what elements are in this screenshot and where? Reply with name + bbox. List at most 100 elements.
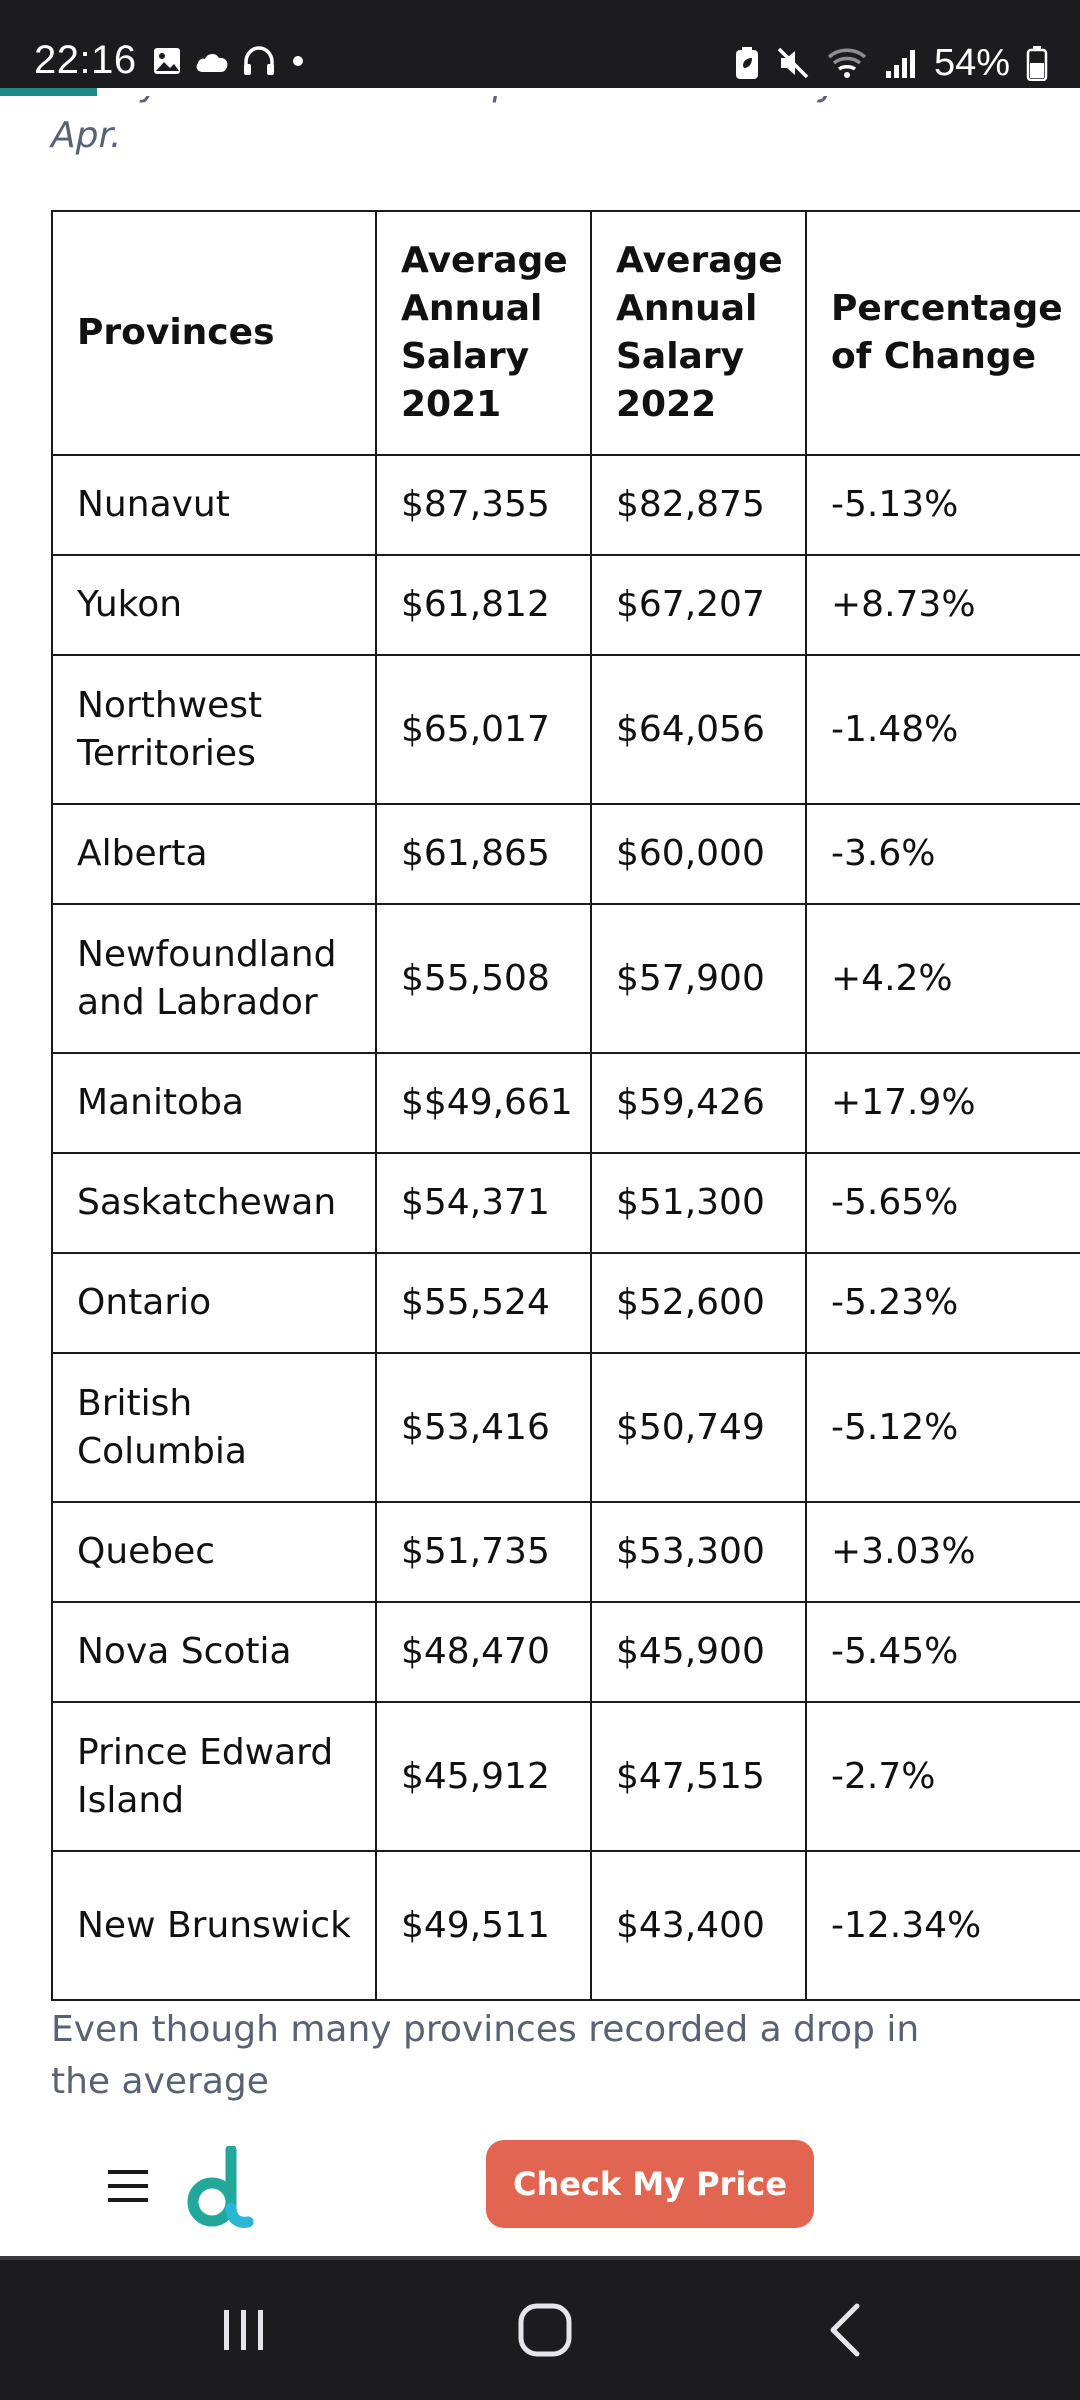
reading-progress-bar: [0, 88, 97, 96]
intro-paragraph: Kindly note the covered period for 2022 …: [51, 96, 908, 156]
signal-icon: [885, 50, 915, 78]
check-my-price-button[interactable]: Check My Price: [486, 2140, 814, 2228]
province-cell: New Brunswick: [51, 1850, 377, 2001]
change-cell: -5.45%: [805, 1601, 1080, 1703]
salary-2022-cell: $64,056: [590, 654, 807, 805]
cloud-icon: [196, 53, 228, 72]
gallery-icon: [154, 48, 180, 74]
change-cell: -5.65%: [805, 1152, 1080, 1254]
salary-2021-cell: $48,470: [375, 1601, 592, 1703]
hamburger-menu-icon[interactable]: [106, 2164, 150, 2208]
province-cell: Nunavut: [51, 454, 377, 556]
status-time: 22:16: [34, 38, 137, 82]
salary-2021-cell: $45,912: [375, 1701, 592, 1852]
header-salary-2022: Average Annual Salary 2022: [590, 210, 807, 456]
change-cell: +3.03%: [805, 1501, 1080, 1603]
salary-2022-cell: $57,900: [590, 903, 807, 1054]
system-navigation-bar: [0, 2256, 1080, 2400]
status-bar: 22:16: [0, 0, 1080, 88]
table-row: Nunavut $87,355 $82,875 -5.13%: [51, 454, 1080, 556]
headphones-icon: [244, 46, 274, 75]
table-row: Newfoundland and Labrador $55,508 $57,90…: [51, 903, 1080, 1054]
table-row: Ontario $55,524 $52,600 -5.23%: [51, 1252, 1080, 1354]
salary-2022-cell: $50,749: [590, 1352, 807, 1503]
salary-2022-cell: $60,000: [590, 803, 807, 905]
article-content: Kindly note the covered period for 2022 …: [0, 96, 1080, 2116]
province-cell: Saskatchewan: [51, 1152, 377, 1254]
mute-icon: [777, 47, 809, 79]
salary-2021-cell: $51,735: [375, 1501, 592, 1603]
table-row: Prince Edward Island $45,912 $47,515 -2.…: [51, 1701, 1080, 1852]
province-cell: Ontario: [51, 1252, 377, 1354]
salary-2022-cell: $51,300: [590, 1152, 807, 1254]
table-row: British Columbia $53,416 $50,749 -5.12%: [51, 1352, 1080, 1503]
salary-2022-cell: $43,400: [590, 1850, 807, 2001]
change-cell: -5.13%: [805, 454, 1080, 556]
wifi-icon: [827, 48, 867, 78]
province-cell: Yukon: [51, 554, 377, 656]
province-cell: Alberta: [51, 803, 377, 905]
province-cell: Quebec: [51, 1501, 377, 1603]
status-right-icons: 54%: [734, 38, 1048, 88]
salary-2021-cell: $$49,661: [375, 1052, 592, 1154]
table-row: Quebec $51,735 $53,300 +3.03%: [51, 1501, 1080, 1603]
salary-2021-cell: $65,017: [375, 654, 592, 805]
salary-2021-cell: $54,371: [375, 1152, 592, 1254]
table-row: Saskatchewan $54,371 $51,300 -5.65%: [51, 1152, 1080, 1254]
salary-2022-cell: $45,900: [590, 1601, 807, 1703]
province-cell: Manitoba: [51, 1052, 377, 1154]
salary-2022-cell: $52,600: [590, 1252, 807, 1354]
change-cell: -3.6%: [805, 803, 1080, 905]
back-button[interactable]: [777, 2260, 917, 2400]
dot-icon: [293, 56, 303, 66]
salary-2022-cell: $59,426: [590, 1052, 807, 1154]
salary-2022-cell: $82,875: [590, 454, 807, 556]
table-row: Yukon $61,812 $67,207 +8.73%: [51, 554, 1080, 656]
change-cell: -5.12%: [805, 1352, 1080, 1503]
header-salary-2021: Average Annual Salary 2021: [375, 210, 592, 456]
salary-2021-cell: $61,812: [375, 554, 592, 656]
table-row: Manitoba $$49,661 $59,426 +17.9%: [51, 1052, 1080, 1154]
battery-saver-icon: [735, 47, 758, 79]
battery-percent: 54%: [933, 41, 1010, 84]
status-left-icons: [152, 44, 308, 78]
salary-2021-cell: $49,511: [375, 1850, 592, 2001]
header-provinces: Provinces: [51, 210, 377, 456]
change-cell: -1.48%: [805, 654, 1080, 805]
change-cell: -2.7%: [805, 1701, 1080, 1852]
table-row: Nova Scotia $48,470 $45,900 -5.45%: [51, 1601, 1080, 1703]
province-cell: Nova Scotia: [51, 1601, 377, 1703]
change-cell: +17.9%: [805, 1052, 1080, 1154]
home-button[interactable]: [475, 2260, 615, 2400]
salary-table: Provinces Average Annual Salary 2021 Ave…: [51, 210, 1080, 2001]
recents-button[interactable]: [174, 2260, 314, 2400]
salary-2021-cell: $53,416: [375, 1352, 592, 1503]
province-cell: Northwest Territories: [51, 654, 377, 805]
brand-logo-icon[interactable]: [186, 2146, 260, 2230]
salary-2021-cell: $55,524: [375, 1252, 592, 1354]
table-row: New Brunswick $49,511 $43,400 -12.34%: [51, 1850, 1080, 2001]
table-row: Northwest Territories $65,017 $64,056 -1…: [51, 654, 1080, 805]
salary-2022-cell: $53,300: [590, 1501, 807, 1603]
change-cell: +8.73%: [805, 554, 1080, 656]
back-icon: [830, 2303, 860, 2357]
table-row: Alberta $61,865 $60,000 -3.6%: [51, 803, 1080, 905]
salary-2022-cell: $47,515: [590, 1701, 807, 1852]
change-cell: -5.23%: [805, 1252, 1080, 1354]
salary-2021-cell: $55,508: [375, 903, 592, 1054]
table-header-row: Provinces Average Annual Salary 2021 Ave…: [51, 210, 1080, 456]
salary-2021-cell: $61,865: [375, 803, 592, 905]
province-cell: British Columbia: [51, 1352, 377, 1503]
change-cell: -12.34%: [805, 1850, 1080, 2001]
change-cell: +4.2%: [805, 903, 1080, 1054]
salary-2021-cell: $87,355: [375, 454, 592, 556]
battery-icon: [1026, 46, 1048, 81]
sticky-cta-bar: Check My Price: [0, 2116, 1080, 2256]
province-cell: Prince Edward Island: [51, 1701, 377, 1852]
province-cell: Newfoundland and Labrador: [51, 903, 377, 1054]
header-percentage-change: Percentage of Change: [805, 210, 1080, 456]
home-icon: [518, 2303, 572, 2357]
outro-paragraph: Even though many provinces recorded a dr…: [51, 2009, 920, 2102]
salary-2022-cell: $67,207: [590, 554, 807, 656]
recents-icon: [224, 2310, 263, 2350]
